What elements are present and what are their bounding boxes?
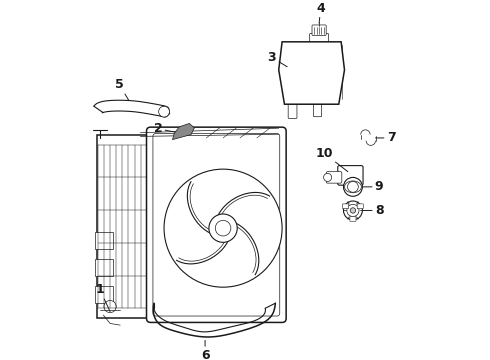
FancyBboxPatch shape [312,25,326,35]
Text: 5: 5 [115,78,129,100]
Text: 8: 8 [363,204,384,217]
FancyBboxPatch shape [357,204,363,208]
Circle shape [347,204,359,216]
Text: 6: 6 [201,340,209,360]
Circle shape [209,214,237,242]
Polygon shape [172,123,195,140]
Circle shape [323,174,332,181]
Polygon shape [279,42,344,104]
Bar [95,259,114,276]
Circle shape [164,169,282,287]
Circle shape [343,201,363,220]
FancyBboxPatch shape [314,103,321,117]
FancyBboxPatch shape [350,216,356,221]
Text: 2: 2 [154,122,176,135]
FancyBboxPatch shape [97,135,181,318]
FancyBboxPatch shape [310,33,328,43]
Ellipse shape [261,303,272,310]
FancyBboxPatch shape [288,102,297,118]
Text: 3: 3 [268,51,287,67]
FancyBboxPatch shape [326,172,342,183]
Text: 10: 10 [315,147,348,172]
Bar [95,233,114,249]
FancyBboxPatch shape [147,127,286,323]
FancyBboxPatch shape [338,166,363,185]
FancyBboxPatch shape [343,204,349,208]
Text: 1: 1 [96,283,110,312]
Circle shape [215,220,231,236]
Circle shape [343,177,363,196]
Text: 9: 9 [363,180,384,193]
Bar [95,286,114,303]
Circle shape [350,208,356,213]
Circle shape [104,301,116,312]
Text: 7: 7 [375,131,395,144]
Circle shape [159,106,170,117]
Circle shape [347,181,358,192]
Text: 4: 4 [317,1,325,23]
